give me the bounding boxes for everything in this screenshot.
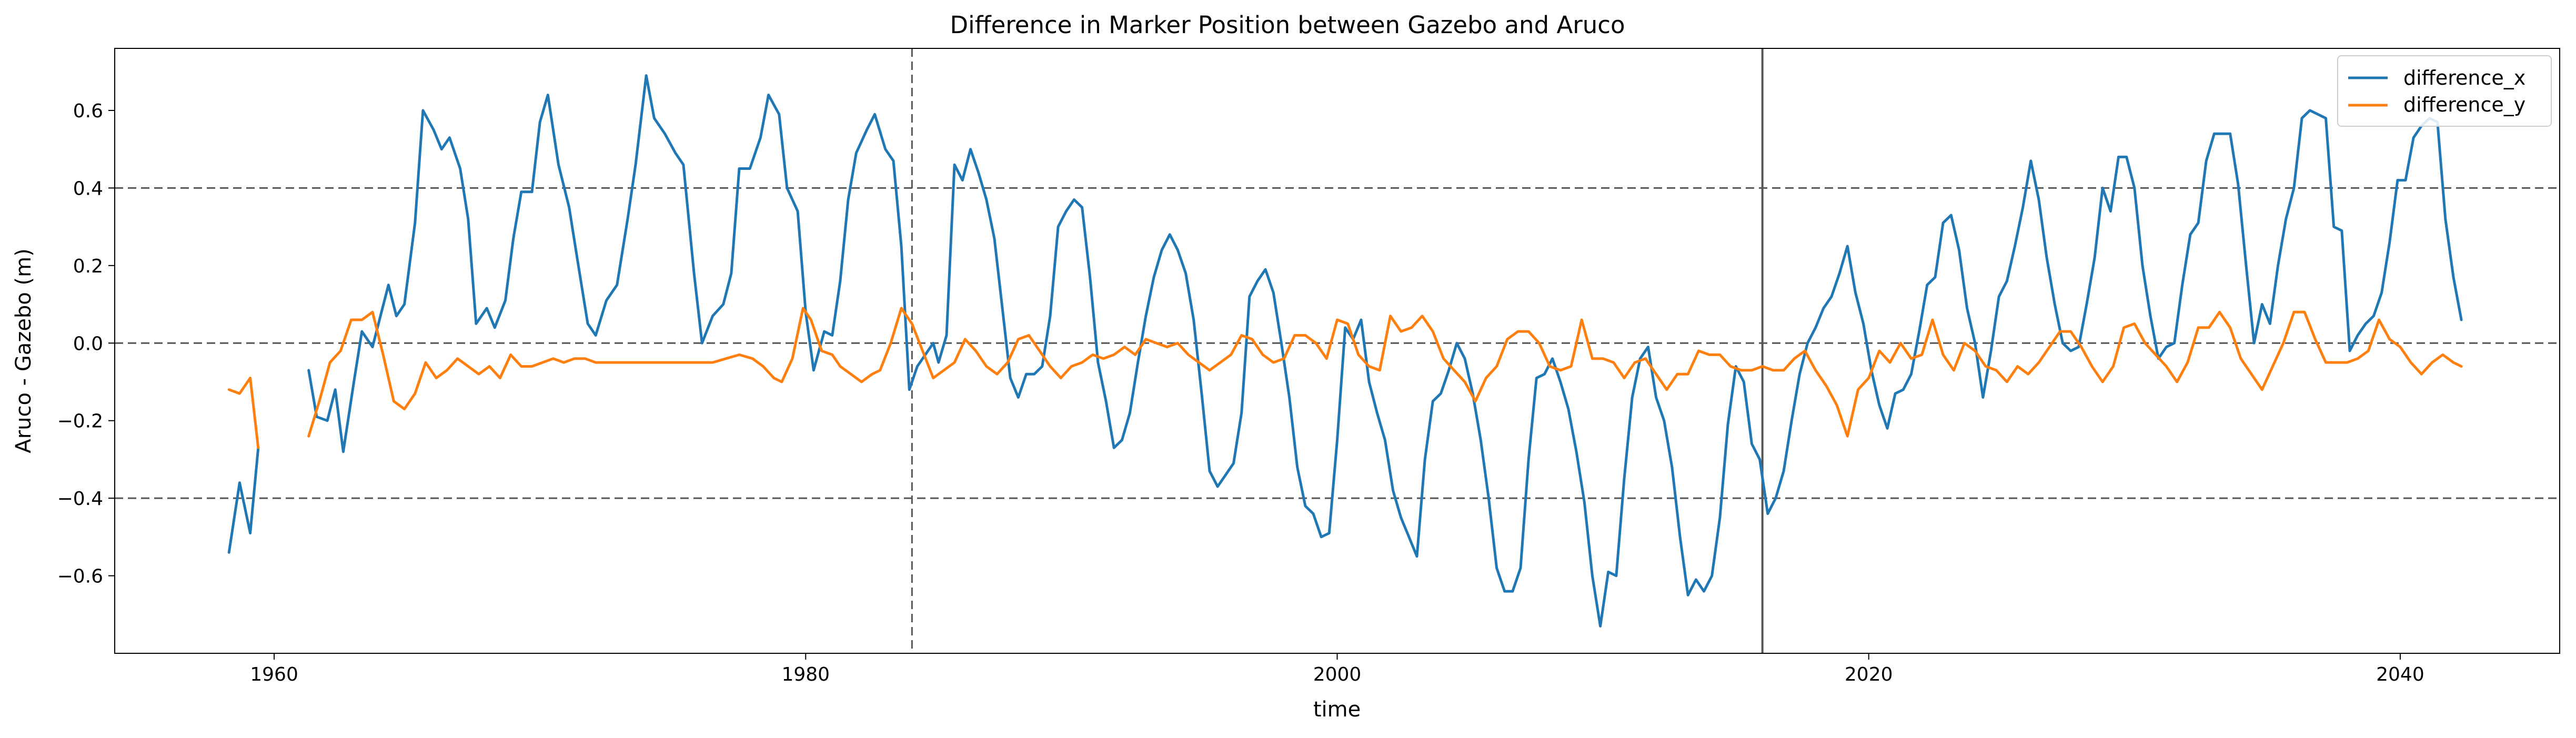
x-axis: 1960 1980 2000 2020 2040 — [250, 653, 2424, 685]
series-layer — [227, 74, 2463, 628]
series-line-difference-x — [227, 74, 2463, 628]
x-tick-label: 1980 — [781, 664, 830, 685]
x-tick-label: 2020 — [1845, 664, 1893, 685]
series-line-difference-y — [227, 307, 2463, 449]
legend: difference_x difference_y — [2337, 55, 2552, 127]
chart-title: Difference in Marker Position between Ga… — [950, 11, 1625, 39]
x-tick-label: 1960 — [250, 664, 298, 685]
y-axis: −0.6 −0.4 −0.2 0.0 0.2 0.4 0.6 — [57, 100, 115, 588]
y-tick-label: 0.2 — [73, 256, 103, 277]
legend-box — [2337, 55, 2552, 127]
y-tick-label: −0.4 — [57, 488, 103, 510]
y-axis-label: Aruco - Gazebo (m) — [12, 248, 36, 453]
x-axis-label: time — [1313, 697, 1361, 722]
reference-lines — [115, 48, 2560, 653]
legend-label-difference-x: difference_x — [2403, 66, 2525, 89]
y-tick-label: 0.0 — [73, 333, 103, 355]
y-tick-label: 0.4 — [73, 178, 103, 199]
y-tick-label: 0.6 — [73, 100, 103, 122]
y-tick-label: −0.2 — [57, 411, 103, 432]
x-tick-label: 2000 — [1313, 664, 1362, 685]
legend-label-difference-y: difference_y — [2403, 93, 2525, 116]
y-tick-label: −0.6 — [57, 566, 103, 588]
x-tick-label: 2040 — [2376, 664, 2424, 685]
